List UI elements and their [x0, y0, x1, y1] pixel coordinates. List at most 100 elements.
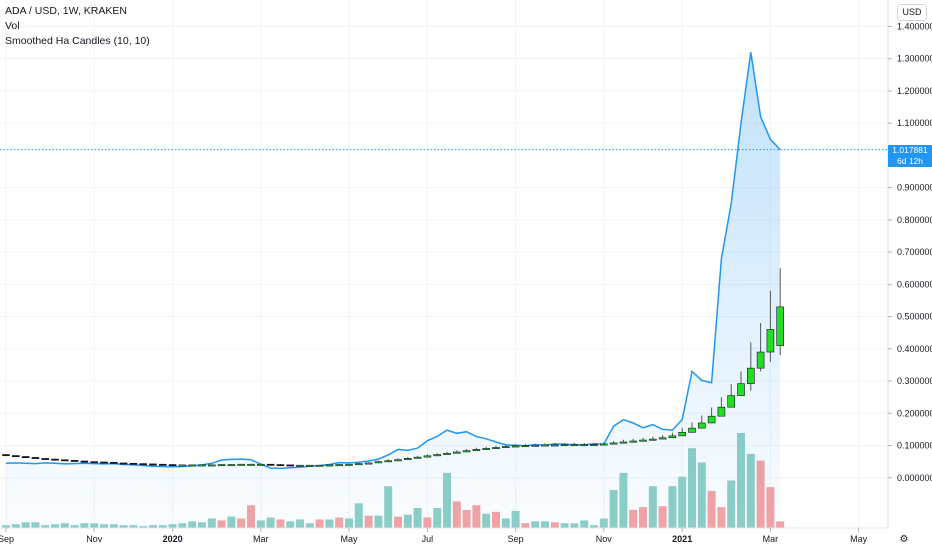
ha-candle-58 — [570, 442, 579, 447]
ha-body-79 — [776, 306, 785, 346]
y-tick-label-0: 1.400000 — [897, 21, 932, 31]
ha-candle-36 — [354, 462, 363, 466]
x-tick-label-6: Sep — [508, 534, 524, 544]
y-tick-label-13: 0.000000 — [897, 473, 932, 483]
ha-body-21 — [208, 464, 216, 467]
ha-candle-7 — [70, 460, 79, 462]
ha-body-51 — [501, 446, 510, 448]
ha-body-10 — [100, 461, 108, 464]
ha-candle-19 — [188, 464, 196, 467]
ha-candle-2 — [21, 456, 30, 458]
ha-body-66 — [648, 438, 657, 441]
ha-body-42 — [413, 456, 422, 459]
ha-body-33 — [325, 464, 334, 467]
ha-body-13 — [129, 462, 138, 465]
ha-body-26 — [256, 463, 265, 466]
ha-candle-51 — [501, 444, 510, 448]
gear-icon[interactable]: ⚙ — [899, 534, 909, 545]
ha-body-15 — [149, 463, 157, 466]
ha-body-59 — [580, 444, 589, 447]
ha-candle-70 — [688, 422, 696, 433]
ha-candle-47 — [462, 449, 471, 453]
ha-body-50 — [492, 447, 500, 449]
ha-candle-43 — [423, 454, 432, 458]
ha-body-64 — [629, 440, 638, 443]
x-tick-label-4: May — [340, 534, 358, 544]
ha-body-32 — [315, 464, 324, 467]
ha-candle-76 — [746, 342, 755, 391]
price-line — [5, 52, 781, 470]
ha-body-3 — [31, 457, 40, 459]
ha-candle-34 — [335, 464, 344, 467]
ha-candle-55 — [541, 443, 549, 447]
ha-body-16 — [159, 463, 167, 466]
ha-candle-64 — [629, 438, 638, 443]
ha-body-8 — [80, 460, 89, 463]
smoothed-ha-indicator-label[interactable]: Smoothed Ha Candles (10, 10) — [5, 35, 150, 47]
ha-body-6 — [60, 459, 69, 462]
ha-candle-46 — [452, 450, 461, 454]
x-tick-label-10: May — [850, 534, 868, 544]
ha-candle-45 — [443, 451, 451, 455]
bar-countdown: 6d 12h — [897, 156, 923, 166]
ha-candle-15 — [149, 463, 157, 466]
symbol-title[interactable]: ADA / USD, 1W, KRAKEN — [5, 5, 127, 17]
ha-body-70 — [688, 427, 696, 433]
x-tick-label-7: Nov — [596, 534, 613, 544]
ha-body-76 — [746, 367, 755, 384]
ha-candle-1 — [12, 455, 20, 458]
ha-body-39 — [384, 460, 393, 463]
price-area-fill — [6, 52, 781, 528]
ha-body-55 — [541, 444, 549, 447]
ha-candle-9 — [90, 461, 98, 464]
ha-candle-77 — [756, 323, 765, 372]
x-tick-label-1: Nov — [86, 534, 103, 544]
ha-candle-79 — [776, 268, 785, 356]
ha-body-36 — [354, 463, 363, 466]
ha-candle-61 — [599, 442, 608, 446]
ha-candle-16 — [159, 463, 167, 466]
ha-body-68 — [668, 435, 677, 439]
ha-candle-48 — [472, 447, 481, 451]
ha-body-40 — [394, 459, 402, 462]
ha-body-63 — [619, 441, 628, 444]
ha-body-67 — [658, 437, 667, 440]
y-tick-label-9: 0.400000 — [897, 344, 932, 354]
ha-body-12 — [119, 462, 128, 465]
ha-body-43 — [423, 455, 432, 458]
x-tick-label-3: Mar — [253, 534, 269, 544]
ha-body-62 — [609, 442, 618, 445]
y-tick-label-4: 0.900000 — [897, 183, 932, 193]
ha-body-72 — [707, 415, 716, 424]
ha-candle-60 — [590, 442, 598, 447]
last-price-tag: 1.017881 6d 12h — [888, 145, 932, 167]
ha-candle-0 — [2, 454, 10, 457]
y-tick-label-10: 0.300000 — [897, 376, 932, 386]
currency-button[interactable]: USD — [897, 4, 927, 21]
ha-candle-18 — [178, 464, 187, 467]
ha-candle-24 — [237, 463, 245, 466]
ha-candle-17 — [168, 464, 177, 467]
ha-candle-54 — [531, 443, 540, 447]
y-tick-label-8: 0.500000 — [897, 312, 932, 322]
ha-candle-37 — [364, 462, 373, 465]
ha-body-17 — [168, 464, 177, 467]
smoothed-ha-candles — [2, 268, 785, 467]
ha-candle-20 — [198, 464, 206, 467]
ha-body-23 — [227, 464, 236, 467]
ha-body-4 — [41, 458, 50, 460]
ha-candle-73 — [717, 397, 726, 417]
ha-candle-10 — [100, 461, 108, 464]
ha-candle-12 — [119, 462, 128, 465]
ha-body-53 — [521, 445, 530, 448]
ha-candle-62 — [609, 441, 618, 445]
time-axis[interactable]: Sep Nov 2020 Mar May Jul Sep Nov 2021 Mar May — [0, 528, 868, 544]
ha-body-60 — [590, 444, 598, 447]
ha-candle-63 — [619, 439, 628, 444]
x-tick-label-2: 2020 — [163, 534, 183, 544]
ha-body-20 — [198, 464, 206, 467]
ha-candle-42 — [413, 455, 422, 459]
volume-indicator-label[interactable]: Vol — [5, 20, 20, 32]
price-axis[interactable]: 1.400000 1.300000 1.200000 1.100000 0.900000… — [888, 21, 932, 483]
